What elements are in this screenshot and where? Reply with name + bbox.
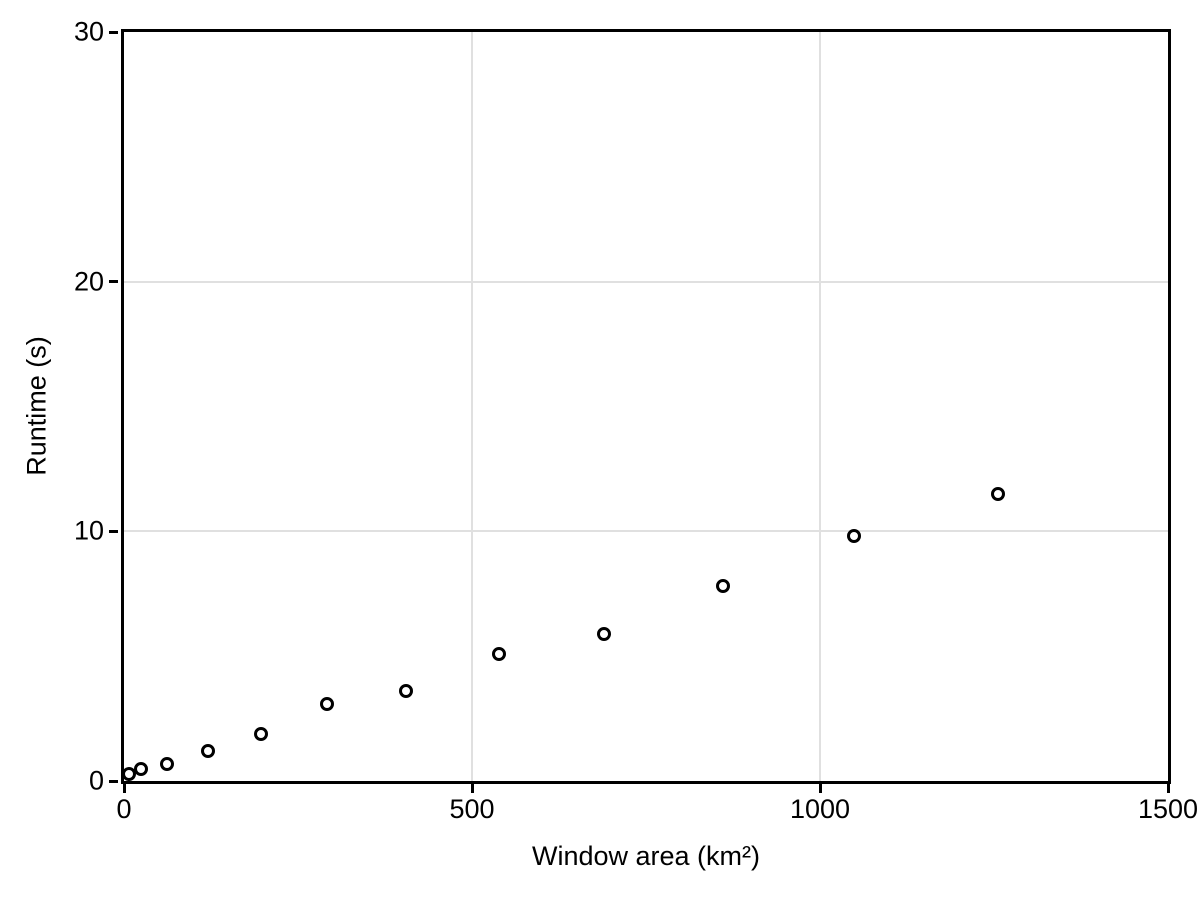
y-tick	[109, 280, 118, 284]
y-tick-label: 0	[88, 765, 104, 796]
data-point	[160, 756, 175, 771]
data-point	[716, 579, 731, 594]
x-gridline	[819, 32, 821, 781]
data-point	[991, 486, 1006, 501]
data-point	[320, 696, 335, 711]
x-tick-label: 500	[449, 794, 495, 824]
data-point	[492, 646, 507, 661]
y-tick	[109, 779, 118, 783]
y-tick	[109, 529, 118, 533]
data-point	[398, 684, 413, 699]
y-tick-label: 10	[73, 515, 104, 546]
data-point	[133, 761, 148, 776]
x-tick-label: 0	[116, 794, 132, 824]
x-axis-label: Window area (km²)	[531, 841, 761, 871]
x-tick-label: 1000	[789, 794, 851, 824]
x-tick	[1166, 784, 1170, 793]
data-point	[201, 744, 216, 759]
y-tick-label: 30	[73, 16, 104, 47]
x-tick	[818, 784, 822, 793]
data-point	[597, 626, 612, 641]
data-point	[121, 766, 136, 781]
data-point	[847, 529, 862, 544]
x-tick	[122, 784, 126, 793]
y-axis-label: Runtime (s)	[21, 336, 52, 476]
y-tick-label: 20	[73, 266, 104, 297]
y-tick	[109, 30, 118, 34]
data-point	[254, 726, 269, 741]
x-tick	[470, 784, 474, 793]
x-tick-label: 1500	[1137, 794, 1199, 824]
plot-area: 0 500 1000 1500 0 10 20 30	[74, 18, 1198, 823]
y-gridline	[124, 280, 1168, 283]
x-gridline	[471, 32, 473, 781]
y-gridline	[124, 530, 1168, 533]
